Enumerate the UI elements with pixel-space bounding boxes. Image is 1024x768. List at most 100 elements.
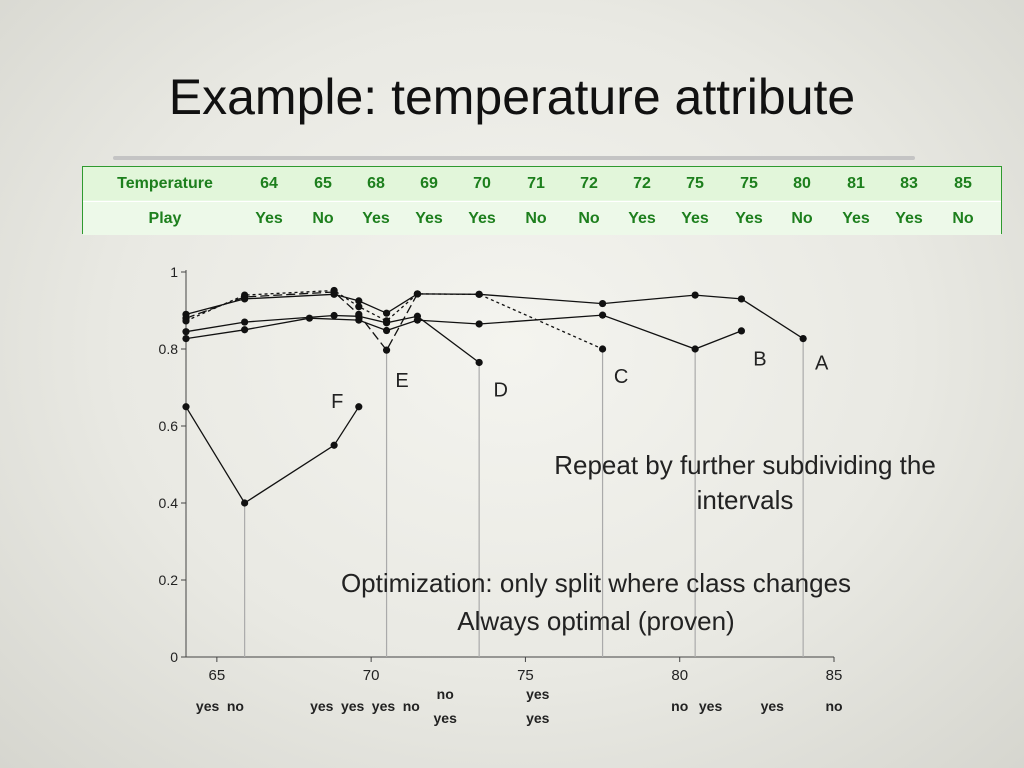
y-tick-label: 0.2 <box>159 572 179 588</box>
optimal-note: Always optimal (proven) <box>457 606 735 636</box>
data-point <box>382 319 391 327</box>
series-label-c: C <box>614 366 628 388</box>
temperature-row: Temperature 64 65 68 69 70 71 72 72 75 75 80 81 83 85 <box>83 167 1001 200</box>
data-point <box>241 293 249 301</box>
data-point <box>475 290 483 298</box>
optimization-note: Optimization: only split where class cha… <box>340 568 852 598</box>
x-tick-label: 75 <box>517 667 534 684</box>
data-point <box>382 346 391 354</box>
data-point <box>330 311 338 320</box>
temperature-cell: 83 <box>900 175 918 192</box>
data-point <box>691 291 699 299</box>
play-row: Play Yes No Yes Yes Yes No No Yes Yes Yes No Yes Yes… <box>83 201 1001 235</box>
temperature-cell: 64 <box>260 175 278 192</box>
data-point <box>475 358 483 367</box>
data-point <box>330 288 338 296</box>
class-label: yes <box>196 698 220 714</box>
repeat-note: Repeat by further subdividing the interv… <box>554 450 936 516</box>
data-point <box>691 345 699 353</box>
data-point <box>413 312 422 320</box>
data-point <box>413 290 422 298</box>
temperature-play-table: Temperature 64 65 68 69 70 71 72 72 75 75 80 81 83 85… <box>82 166 1002 235</box>
y-tick-label: 0.8 <box>159 341 179 357</box>
data-point <box>475 320 483 328</box>
class-label: yes <box>761 698 785 714</box>
series-line-b <box>185 314 742 350</box>
class-label: no <box>437 686 454 702</box>
x-tick-label: 70 <box>363 667 380 684</box>
data-point <box>330 441 338 449</box>
play-cell: Yes <box>415 210 443 227</box>
temperature-cell: 85 <box>954 175 972 192</box>
series-label-b: B <box>753 349 766 371</box>
class-label: yes <box>434 710 458 726</box>
class-label: no <box>671 698 688 714</box>
data-point <box>182 335 190 343</box>
data-point <box>355 403 363 411</box>
data-point <box>355 310 363 318</box>
data-point <box>355 303 363 311</box>
series-label-a: A <box>815 352 829 374</box>
temperature-cell: 68 <box>367 175 385 192</box>
temperature-cell: 65 <box>314 175 332 192</box>
play-cell: Yes <box>255 210 283 227</box>
class-label: yes <box>526 686 550 702</box>
data-point <box>799 335 807 343</box>
temperature-cell: 70 <box>473 175 491 192</box>
temperature-cell: 69 <box>420 175 438 192</box>
row-header-play: Play <box>148 210 182 227</box>
play-cell: No <box>791 210 813 227</box>
play-cell: Yes <box>362 210 390 227</box>
temperature-cell: 75 <box>686 175 704 192</box>
series-line-d <box>185 314 480 364</box>
class-label: no <box>403 698 420 714</box>
series-line-a <box>185 293 804 340</box>
data-point <box>305 314 314 322</box>
y-tick-label: 0 <box>170 649 178 665</box>
play-cell: No <box>952 210 974 227</box>
play-cell: Yes <box>735 210 763 227</box>
play-cell: Yes <box>468 210 496 227</box>
play-cell: Yes <box>895 210 923 227</box>
temperature-cell: 75 <box>740 175 758 192</box>
class-label: yes <box>341 698 365 714</box>
title-divider <box>113 156 915 160</box>
data-point <box>598 345 607 353</box>
class-label: yes <box>372 698 396 714</box>
data-point <box>241 326 249 334</box>
temperature-cell: 71 <box>527 175 545 192</box>
series-line-e <box>185 291 418 352</box>
series-label-d: D <box>494 379 508 401</box>
class-label: yes <box>526 710 550 726</box>
class-label: no <box>825 698 842 714</box>
temperature-cell: 72 <box>633 175 651 192</box>
series-label-e: E <box>395 370 408 392</box>
series-label-f: F <box>331 391 343 413</box>
temperature-cell: 81 <box>847 175 865 192</box>
data-point <box>737 295 746 303</box>
play-cell: Yes <box>681 210 709 227</box>
play-cell: No <box>578 210 600 227</box>
data-point <box>241 499 249 507</box>
temperature-cell: 80 <box>793 175 811 192</box>
y-tick-label: 0.4 <box>159 495 179 511</box>
play-cell: Yes <box>628 210 656 227</box>
x-tick-label: 80 <box>671 667 688 684</box>
play-cell: No <box>525 210 547 227</box>
data-point <box>598 311 607 319</box>
x-tick-label: 65 <box>209 667 226 684</box>
data-point <box>355 297 363 305</box>
data-point <box>182 314 190 322</box>
data-point <box>598 299 607 308</box>
data-point <box>182 328 190 336</box>
play-cell: Yes <box>842 210 870 227</box>
temperature-cell: 72 <box>580 175 598 192</box>
class-label: no <box>227 698 244 714</box>
slide-title: Example: temperature attribute <box>168 69 856 125</box>
data-point <box>182 403 190 411</box>
play-cell: No <box>312 210 334 227</box>
class-label: yes <box>699 698 723 714</box>
data-point <box>241 318 249 326</box>
data-point <box>737 327 746 335</box>
